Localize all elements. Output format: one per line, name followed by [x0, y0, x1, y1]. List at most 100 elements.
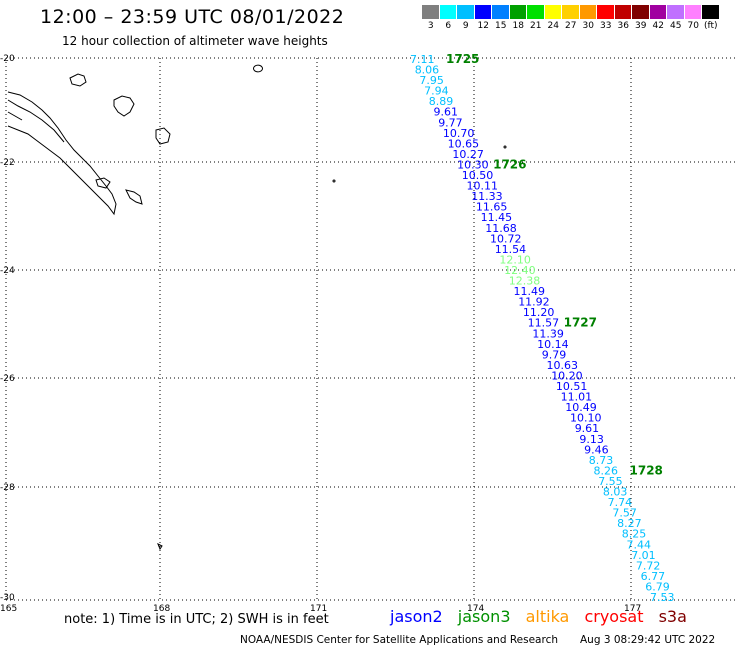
wave-height-value: 7.72 — [636, 559, 661, 572]
wave-height-value: 11.68 — [485, 222, 517, 235]
wave-height-value: 9.13 — [579, 433, 604, 446]
lat-label: -20 — [0, 54, 15, 64]
legend-swatch — [702, 5, 720, 19]
wave-height-value: 10.14 — [537, 338, 569, 351]
lon-label: 174 — [467, 604, 484, 614]
legend-label: 3 — [427, 21, 434, 31]
legend-swatch — [439, 5, 457, 19]
wave-height-value: 12.10 — [499, 253, 531, 266]
legend-swatch — [649, 5, 667, 19]
wave-height-value: 9.46 — [584, 443, 609, 456]
wave-height-value: 12.38 — [509, 275, 541, 288]
lon-label: 165 — [0, 604, 17, 614]
wave-height-value: 7.55 — [598, 475, 623, 488]
legend-swatch — [632, 5, 650, 19]
legend-label: 12 — [477, 21, 489, 31]
wave-height-value: 6.79 — [645, 581, 670, 594]
satellite-name: jason2 — [390, 607, 443, 626]
wave-height-value: 7.01 — [631, 549, 656, 562]
map-title: 12:00 – 23:59 UTC 08/01/2022 — [40, 6, 345, 28]
wave-height-value: 11.57 — [528, 317, 560, 330]
credit-text: NOAA/NESDIS Center for Satellite Applica… — [240, 634, 558, 646]
wave-height-value: 7.11 — [410, 53, 435, 66]
lat-label: -24 — [0, 266, 15, 276]
wave-height-value: 10.49 — [565, 401, 597, 414]
legend-swatch — [509, 5, 527, 19]
legend-label: 18 — [512, 21, 524, 31]
wave-height-value: 10.20 — [551, 370, 583, 383]
wave-height-value: 9.61 — [434, 106, 459, 119]
satellite-name: s3a — [658, 607, 687, 626]
wave-height-value: 10.10 — [570, 412, 602, 425]
satellite-legend: jason2 jason3 altika cryosat s3a — [390, 607, 697, 626]
legend-label: 39 — [635, 21, 647, 31]
wave-height-value: 9.79 — [542, 348, 567, 361]
wave-height-value: 8.03 — [603, 486, 628, 499]
wave-height-value: 8.25 — [622, 528, 647, 541]
legend-swatch — [667, 5, 685, 19]
wave-height-value: 7.74 — [608, 496, 633, 509]
legend-swatch — [527, 5, 545, 19]
lon-label: 177 — [624, 604, 641, 614]
legend-labels: 3 6 9 12 15 18 21 24 27 30 33 36 39 42 45 70 (ft) — [422, 21, 720, 33]
wave-height-value: 11.45 — [481, 211, 512, 224]
wave-height-value: 12.40 — [504, 264, 535, 277]
legend-label: 9 — [462, 21, 469, 31]
legend-swatch — [422, 5, 440, 19]
wave-height-value: 11.49 — [514, 285, 546, 298]
coastline — [7, 64, 507, 551]
wave-height-value: 8.26 — [594, 464, 619, 477]
legend-swatch — [544, 5, 562, 19]
legend-label: 15 — [495, 21, 507, 31]
pass-time-label: 1726 — [493, 158, 526, 172]
wave-height-value: 11.01 — [561, 391, 593, 404]
wave-height-value: 11.39 — [532, 327, 564, 340]
satellite-name: altika — [525, 607, 570, 626]
lat-label: -30 — [0, 593, 15, 603]
pass-time-label: 1727 — [564, 316, 597, 330]
legend-label: 45 — [670, 21, 682, 31]
wave-height-value: 10.70 — [443, 127, 475, 140]
footer-note: note: 1) Time is in UTC; 2) SWH is in fe… — [64, 612, 329, 627]
legend-label: 21 — [530, 21, 542, 31]
map-subtitle: 12 hour collection of altimeter wave hei… — [62, 34, 328, 48]
pass-time-labels: 1725 1726 1727 1728 — [446, 52, 663, 477]
wave-height-value: 10.30 — [457, 159, 489, 172]
legend-label: 33 — [600, 21, 612, 31]
wave-height-value: 6.77 — [641, 570, 666, 583]
legend-label: 30 — [582, 21, 594, 31]
wave-height-value: 11.20 — [523, 306, 555, 319]
legend-swatch — [492, 5, 510, 19]
legend-label: 70 — [687, 21, 699, 31]
legend-label: 6 — [445, 21, 452, 31]
lon-label: 168 — [153, 604, 170, 614]
wave-height-value: 10.50 — [462, 169, 494, 182]
wave-height-value: 10.51 — [556, 380, 588, 393]
wave-height-value: 11.54 — [495, 243, 527, 256]
wave-height-value: 8.73 — [589, 454, 614, 467]
generation-timestamp: Aug 3 08:29:42 UTC 2022 — [580, 634, 716, 646]
wave-height-value: 10.65 — [448, 137, 480, 150]
wave-height-value: 11.65 — [476, 201, 508, 214]
legend-label: 24 — [547, 21, 559, 31]
legend-swatch — [579, 5, 597, 19]
wave-height-value: 8.27 — [617, 517, 642, 530]
wave-height-value: 9.61 — [575, 422, 600, 435]
legend-label: 42 — [652, 21, 664, 31]
wave-height-track: 7.118.067.957.948.899.619.7710.7010.6510… — [410, 53, 675, 604]
legend-swatch — [684, 5, 702, 19]
legend-swatch — [457, 5, 475, 19]
map-frame — [5, 57, 736, 601]
pass-time-label: 1728 — [630, 463, 663, 477]
wave-height-value: 7.57 — [612, 507, 637, 520]
color-scale-legend: 3 6 9 12 15 18 21 24 27 30 33 36 39 42 45 70 (ft) — [422, 5, 720, 33]
wave-height-value: 9.77 — [438, 116, 463, 129]
legend-swatch — [474, 5, 492, 19]
wave-height-value: 8.89 — [429, 95, 454, 108]
legend-swatch — [614, 5, 632, 19]
wave-height-value: 10.27 — [452, 148, 484, 161]
satellite-name: jason3 — [457, 607, 511, 626]
lat-label: -28 — [0, 483, 15, 493]
legend-label: 27 — [565, 21, 577, 31]
